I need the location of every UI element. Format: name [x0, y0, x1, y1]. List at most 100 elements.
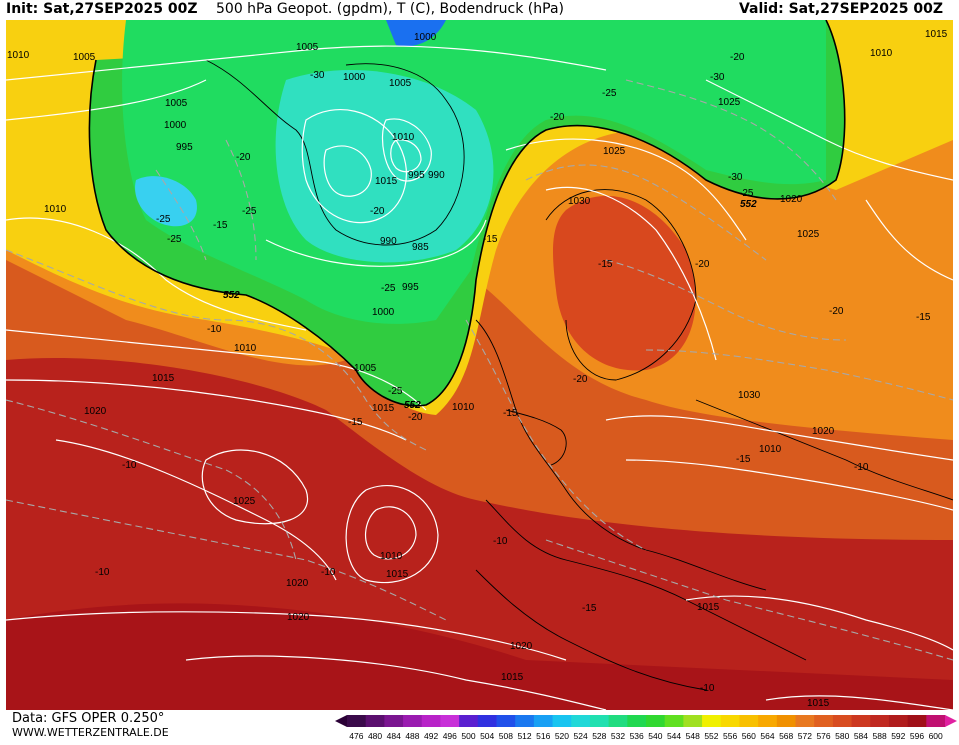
pressure-label: 1010 — [44, 204, 67, 215]
field-blue-core — [386, 20, 446, 47]
temperature-label: -15 — [598, 259, 613, 270]
legend-label: 556 — [723, 731, 737, 741]
pressure-label: 1010 — [7, 50, 30, 61]
legend-swatch — [683, 715, 703, 727]
pressure-label: 1005 — [165, 98, 188, 109]
geopotential-label: 552 — [223, 290, 240, 301]
legend-label: 548 — [686, 731, 700, 741]
legend-swatch — [907, 715, 927, 727]
temperature-label: -20 — [829, 306, 844, 317]
legend-label: 520 — [555, 731, 569, 741]
pressure-label: 990 — [380, 236, 397, 247]
legend-label: 500 — [461, 731, 475, 741]
legend-label: 488 — [405, 731, 419, 741]
legend-label: 536 — [630, 731, 644, 741]
geopotential-label: 552 — [740, 199, 757, 210]
color-legend: 476 480 484 488 492 496 500 504 508 512 516 520 524 5… — [333, 712, 959, 741]
temperature-label: -25 — [388, 386, 403, 397]
pressure-label: 1005 — [73, 52, 96, 63]
legend-swatch — [440, 715, 460, 727]
legend-label: 576 — [816, 731, 830, 741]
temperature-labels: -30 -25 -30 -20 -25 -25 -15 -20 -15 -25 … — [95, 52, 931, 694]
weather-map-canvas: 1005 1000 1005 1010 1010 1005 1000 995 1… — [6, 20, 953, 710]
legend-swatch — [720, 715, 740, 727]
temperature-label: -15 — [916, 312, 931, 323]
pressure-label: 995 — [408, 170, 425, 181]
isobars — [6, 45, 953, 710]
temperature-label: -25 — [739, 188, 754, 199]
legend-swatch — [814, 715, 834, 727]
legend-label: 516 — [536, 731, 550, 741]
pressure-label: 1010 — [380, 551, 403, 562]
pressure-label: 1020 — [84, 406, 107, 417]
temperature-label: -10 — [321, 567, 336, 578]
legend-arrow-high — [945, 715, 957, 727]
legend-swatch — [571, 715, 591, 727]
legend-label: 508 — [499, 731, 513, 741]
legend-label: 560 — [742, 731, 756, 741]
temperature-label: -15 — [503, 408, 518, 419]
legend-swatch — [627, 715, 647, 727]
temperature-label: -15 — [213, 220, 228, 231]
pressure-label: 995 — [402, 282, 419, 293]
legend-swatch — [851, 715, 871, 727]
temperature-label: -10 — [207, 324, 222, 335]
legend-label: 588 — [873, 731, 887, 741]
data-source: Data: GFS OPER 0.250° — [12, 711, 165, 726]
pressure-label: 1020 — [287, 612, 310, 623]
temperature-label: -20 — [695, 259, 710, 270]
temperature-label: -30 — [710, 72, 725, 83]
legend-label: 524 — [574, 731, 588, 741]
field-cyan-west — [135, 176, 197, 227]
temperature-label: -20 — [236, 152, 251, 163]
pressure-label: 1010 — [759, 444, 782, 455]
legend-swatch — [795, 715, 815, 727]
pressure-label: 1025 — [603, 146, 626, 157]
temperature-label: -20 — [550, 112, 565, 123]
legend-label: 544 — [667, 731, 681, 741]
legend-label: 552 — [704, 731, 718, 741]
legend-swatch — [608, 715, 628, 727]
pressure-label: 1000 — [164, 120, 187, 131]
legend-label: 584 — [854, 731, 868, 741]
pressure-label: 1025 — [718, 97, 741, 108]
map-title: 500 hPa Geopot. (gpdm), T (C), Bodendruc… — [216, 1, 564, 17]
temperature-label: -25 — [602, 88, 617, 99]
legend-swatch — [421, 715, 441, 727]
pressure-label: 1010 — [392, 132, 415, 143]
legend-label: 484 — [387, 731, 401, 741]
pressure-label: 985 — [412, 242, 429, 253]
legend-swatch — [664, 715, 684, 727]
legend-label: 496 — [443, 731, 457, 741]
temperature-label: -10 — [854, 462, 869, 473]
legend-swatch — [776, 715, 796, 727]
legend-swatch — [926, 715, 946, 727]
pressure-label: 1015 — [372, 403, 395, 414]
temperature-label: -15 — [483, 234, 498, 245]
geopotential-552 — [88, 20, 846, 407]
legend-label: 512 — [517, 731, 531, 741]
pressure-label: 1000 — [414, 32, 437, 43]
temperature-label: -10 — [700, 683, 715, 694]
temperature-label: -20 — [370, 206, 385, 217]
map-header: Init: Sat,27SEP2025 00Z 500 hPa Geopot. … — [0, 0, 959, 20]
pressure-label: 995 — [176, 142, 193, 153]
legend-label: 572 — [798, 731, 812, 741]
pressure-label: 1025 — [233, 496, 256, 507]
pressure-labels: 1005 1000 1005 1010 1010 1005 1000 995 1… — [7, 29, 948, 709]
pressure-label: 1015 — [375, 176, 398, 187]
legend-swatch — [515, 715, 535, 727]
legend-swatch — [347, 715, 367, 727]
weather-map: 1005 1000 1005 1010 1010 1005 1000 995 1… — [6, 20, 953, 710]
geopotential-labels: 552 552 552 — [223, 199, 757, 411]
field-scandinavia — [553, 195, 696, 371]
legend-label: 528 — [592, 731, 606, 741]
legend-swatch — [384, 715, 404, 727]
website-credit: WWW.WETTERZENTRALE.DE — [12, 726, 169, 739]
legend-label: 600 — [929, 731, 943, 741]
legend-swatch — [646, 715, 666, 727]
temperature-label: -20 — [573, 374, 588, 385]
geopotential-label: 552 — [404, 400, 421, 411]
legend-swatch — [533, 715, 554, 727]
legend-label: 492 — [424, 731, 438, 741]
